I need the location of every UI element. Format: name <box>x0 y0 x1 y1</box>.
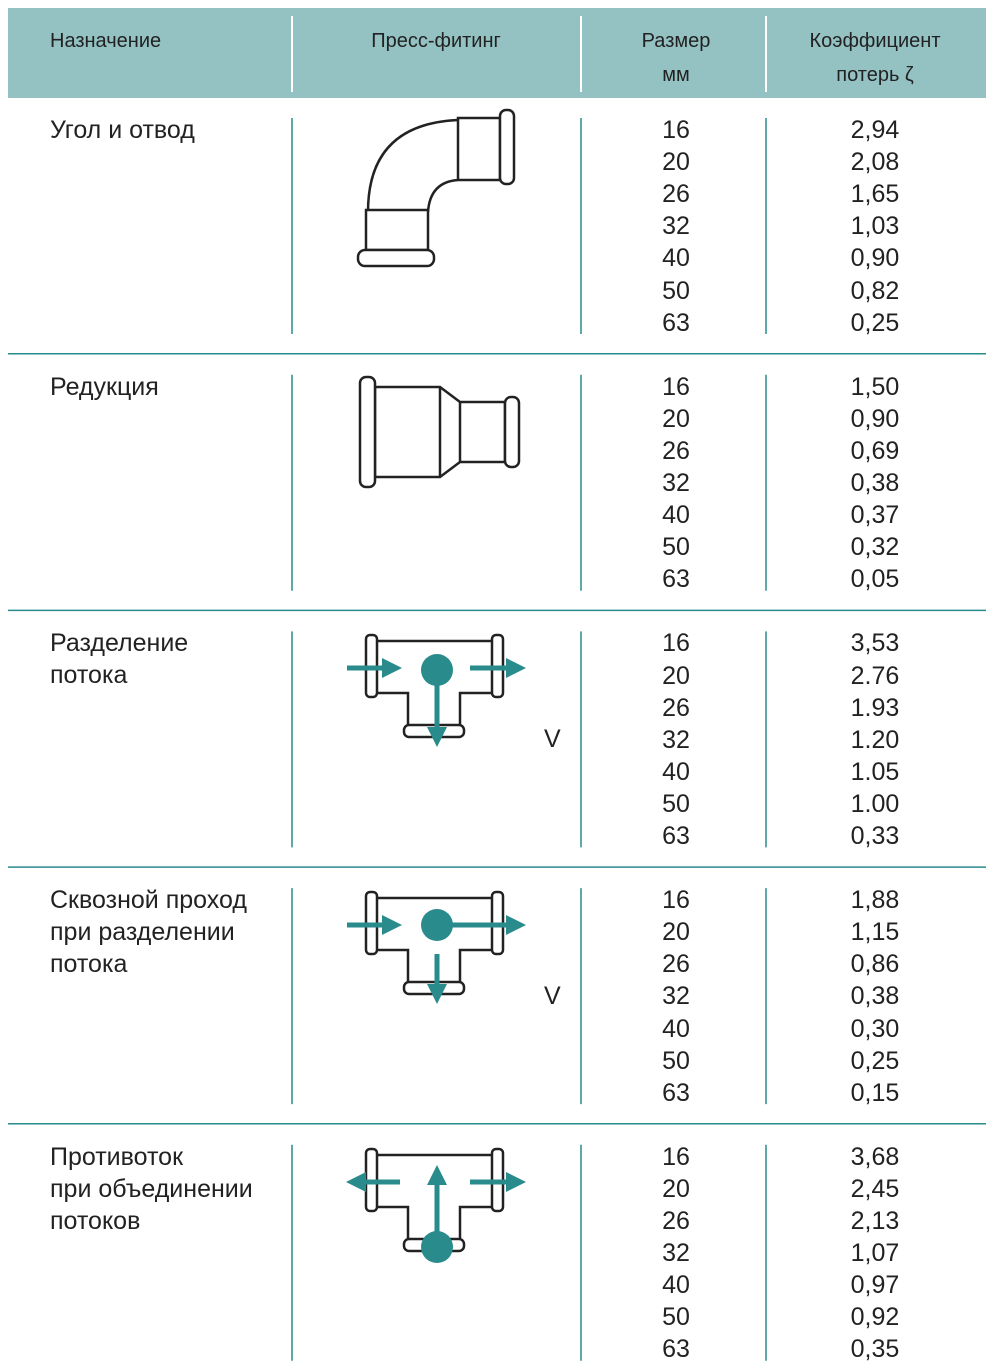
size-value: 26 <box>626 692 726 724</box>
size-value: 50 <box>626 275 726 307</box>
coefficient-value: 0,69 <box>825 435 925 467</box>
size-value: 32 <box>626 1237 726 1269</box>
coefficient-value: 0,37 <box>825 499 925 531</box>
coefficient-value: 0,92 <box>825 1301 925 1333</box>
coefficient-value: 1,03 <box>825 210 925 242</box>
purpose-text: Угол и отвод <box>50 114 195 146</box>
header-cell: Коэффициент <box>725 24 986 58</box>
size-value: 40 <box>626 756 726 788</box>
header-cell: Назначение <box>50 24 161 58</box>
size-value: 16 <box>626 1141 726 1173</box>
coefficient-value: 3,68 <box>825 1141 925 1173</box>
header-cell: потерь ζ <box>725 58 986 92</box>
coefficient-value: 0,90 <box>825 242 925 274</box>
coefficient-value: 0,82 <box>825 275 925 307</box>
size-value: 26 <box>626 1205 726 1237</box>
coefficient-value: 0,33 <box>825 820 925 852</box>
purpose-text: потока <box>50 948 127 980</box>
coefficient-value: 1,88 <box>825 884 925 916</box>
size-value: 32 <box>626 210 726 242</box>
flow-label: V <box>544 980 561 1012</box>
size-value: 40 <box>626 1013 726 1045</box>
coefficient-value: 2,45 <box>825 1173 925 1205</box>
purpose-text: потока <box>50 659 127 691</box>
purpose-text: потоков <box>50 1205 140 1237</box>
coefficient-value: 1.05 <box>825 756 925 788</box>
size-value: 16 <box>626 884 726 916</box>
purpose-text: Сквозной проход <box>50 884 247 916</box>
size-value: 32 <box>626 467 726 499</box>
size-value: 50 <box>626 1045 726 1077</box>
coefficient-value: 0,25 <box>825 1045 925 1077</box>
size-value: 20 <box>626 1173 726 1205</box>
purpose-text: при объединении <box>50 1173 253 1205</box>
size-value: 16 <box>626 114 726 146</box>
coefficient-value: 0,25 <box>825 307 925 339</box>
coefficient-value: 2.76 <box>825 660 925 692</box>
size-value: 50 <box>626 1301 726 1333</box>
coefficient-value: 1.00 <box>825 788 925 820</box>
coefficient-value: 1,07 <box>825 1237 925 1269</box>
size-value: 32 <box>626 724 726 756</box>
coefficient-value: 0,35 <box>825 1333 925 1365</box>
size-value: 26 <box>626 178 726 210</box>
coefficient-value: 0,38 <box>825 980 925 1012</box>
size-value: 40 <box>626 242 726 274</box>
purpose-text: Редукция <box>50 371 159 403</box>
coefficient-value: 0,97 <box>825 1269 925 1301</box>
size-value: 16 <box>626 371 726 403</box>
size-value: 26 <box>626 435 726 467</box>
flow-label: V <box>544 723 561 755</box>
coefficient-value: 1.20 <box>825 724 925 756</box>
size-value: 50 <box>626 531 726 563</box>
coefficient-value: 0,86 <box>825 948 925 980</box>
table-page: НазначениеПресс-фитингРазмерммКоэффициен… <box>0 0 986 1371</box>
size-value: 63 <box>626 563 726 595</box>
size-value: 26 <box>626 948 726 980</box>
coefficient-value: 1,50 <box>825 371 925 403</box>
size-value: 63 <box>626 1077 726 1109</box>
size-value: 16 <box>626 627 726 659</box>
size-value: 63 <box>626 820 726 852</box>
size-value: 63 <box>626 307 726 339</box>
size-value: 40 <box>626 1269 726 1301</box>
reducer-fitting <box>360 377 519 487</box>
coefficient-value: 0,38 <box>825 467 925 499</box>
coefficient-value: 1,65 <box>825 178 925 210</box>
coefficient-value: 2,94 <box>825 114 925 146</box>
coefficient-value: 0,90 <box>825 403 925 435</box>
size-value: 32 <box>626 980 726 1012</box>
coefficient-value: 0,32 <box>825 531 925 563</box>
size-value: 40 <box>626 499 726 531</box>
coefficient-value: 1.93 <box>825 692 925 724</box>
size-value: 20 <box>626 146 726 178</box>
size-value: 20 <box>626 660 726 692</box>
coefficient-value: 0,30 <box>825 1013 925 1045</box>
size-value: 63 <box>626 1333 726 1365</box>
coefficient-value: 2,08 <box>825 146 925 178</box>
coefficient-value: 3,53 <box>825 627 925 659</box>
coefficient-value: 1,15 <box>825 916 925 948</box>
size-value: 50 <box>626 788 726 820</box>
size-value: 20 <box>626 403 726 435</box>
purpose-text: Противоток <box>50 1141 183 1173</box>
size-value: 20 <box>626 916 726 948</box>
elbow-fitting <box>358 110 514 266</box>
coefficient-value: 0,05 <box>825 563 925 595</box>
purpose-text: при разделении <box>50 916 235 948</box>
coefficient-value: 2,13 <box>825 1205 925 1237</box>
coefficient-value: 0,15 <box>825 1077 925 1109</box>
purpose-text: Разделение <box>50 627 188 659</box>
